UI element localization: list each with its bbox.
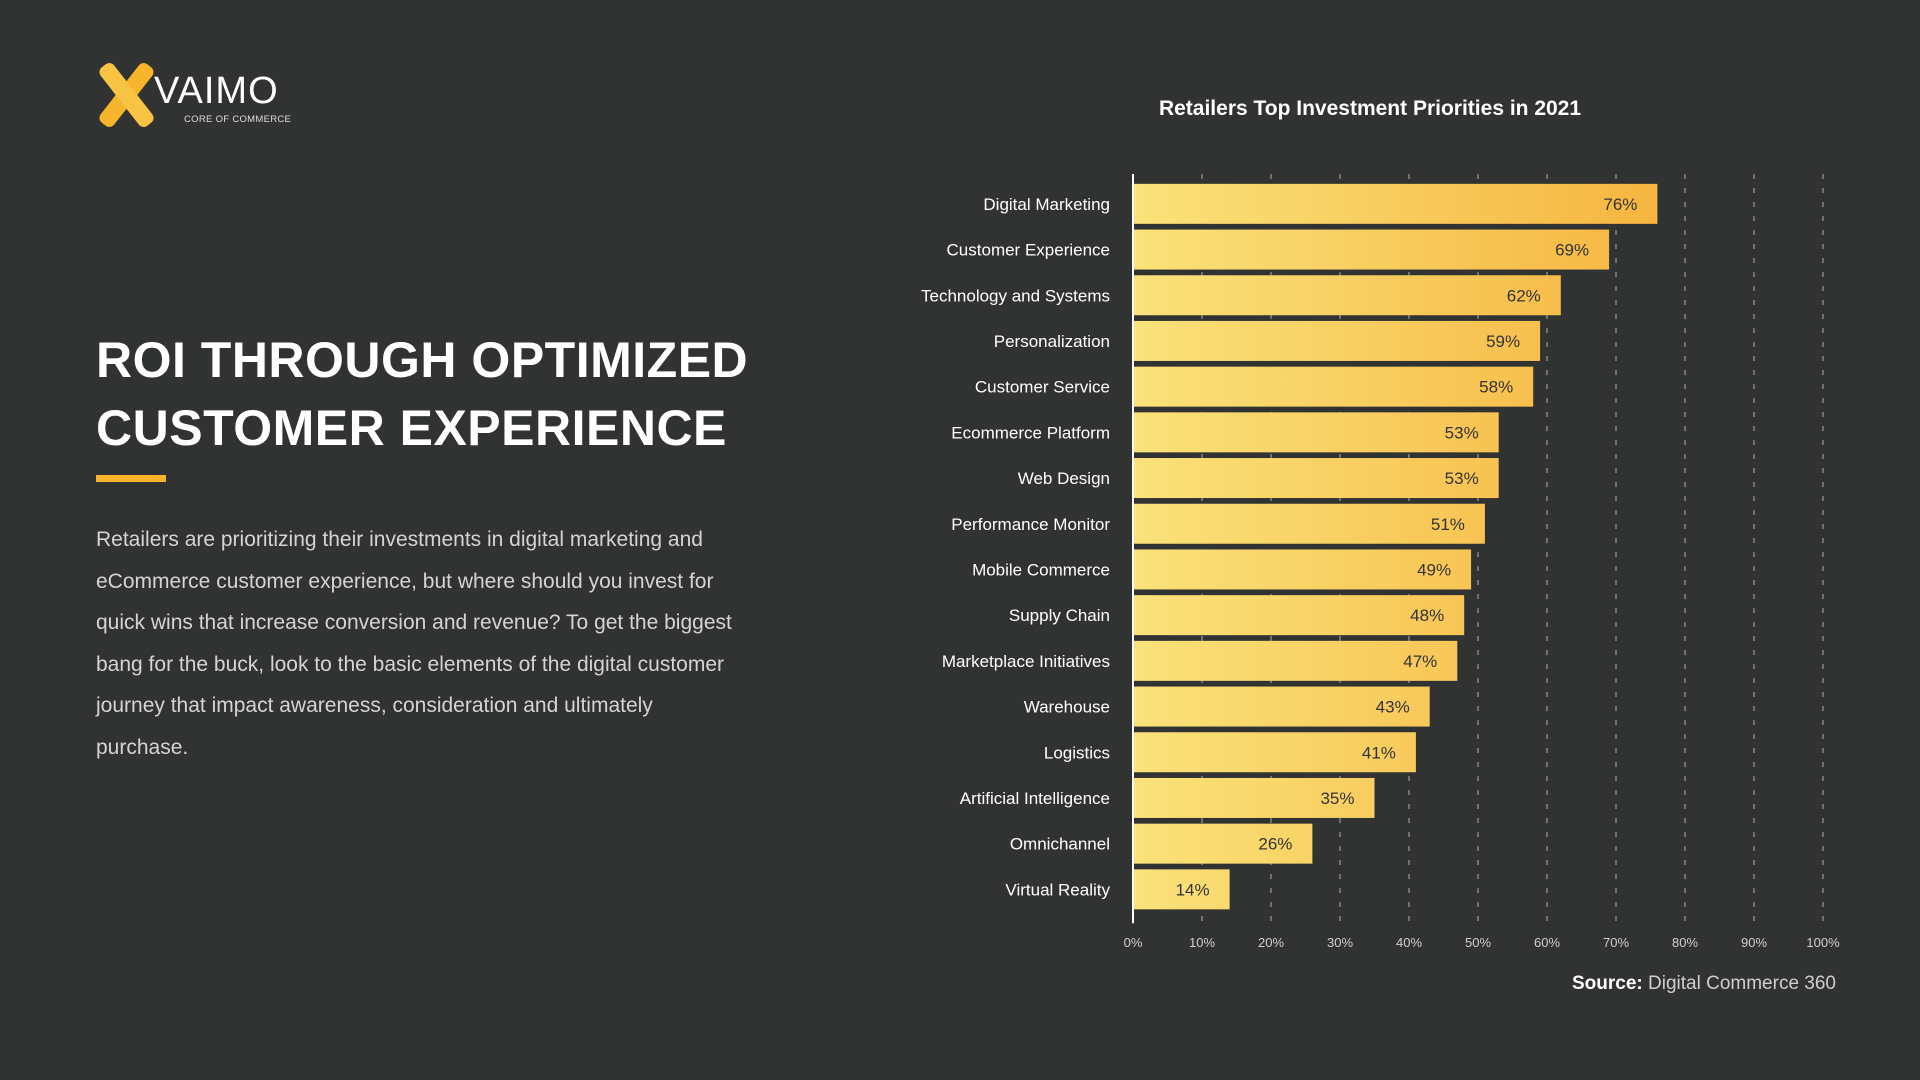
bar [1133,823,1313,864]
value-label: 59% [1486,332,1520,351]
category-label: Performance Monitor [951,515,1110,534]
category-label: Digital Marketing [983,195,1110,214]
bar [1133,320,1541,361]
value-label: 48% [1410,606,1444,625]
bar [1133,595,1465,636]
accent-rule [96,475,166,482]
category-label: Personalization [994,332,1110,351]
x-tick-label: 80% [1672,935,1698,950]
x-tick-label: 90% [1741,935,1767,950]
bar [1133,686,1430,727]
chart-title: Retailers Top Investment Priorities in 2… [1158,97,1582,120]
source-note: Source: Digital Commerce 360 [1572,973,1836,995]
x-tick-label: 40% [1396,935,1422,950]
bar [1133,549,1472,590]
category-label: Ecommerce Platform [951,423,1110,442]
vaimo-logo: VAIMO CORE OF COMMERCE [96,60,296,130]
category-label: Supply Chain [1009,606,1110,625]
bar [1133,732,1416,773]
headline-line-2: CUSTOMER EXPERIENCE [96,400,727,456]
bar [1133,640,1458,681]
category-label: Web Design [1018,469,1110,488]
x-tick-label: 60% [1534,935,1560,950]
vaimo-x-icon [96,60,156,130]
value-label: 35% [1320,789,1354,808]
value-label: 47% [1403,652,1437,671]
value-label: 41% [1362,743,1396,762]
x-tick-label: 10% [1189,935,1215,950]
category-label: Artificial Intelligence [960,789,1110,808]
headline: ROI THROUGH OPTIMIZED CUSTOMER EXPERIENC… [96,326,748,462]
category-label: Customer Experience [947,241,1110,260]
category-label: Mobile Commerce [972,560,1110,579]
bar [1133,275,1561,316]
category-label: Technology and Systems [921,286,1110,305]
value-label: 49% [1417,560,1451,579]
value-label: 43% [1376,698,1410,717]
value-label: 58% [1479,378,1513,397]
value-label: 53% [1445,423,1479,442]
x-tick-label: 100% [1806,935,1840,950]
x-tick-label: 30% [1327,935,1353,950]
bar [1133,229,1610,270]
value-label: 51% [1431,515,1465,534]
bar [1133,366,1534,407]
logo-tagline: CORE OF COMMERCE [184,114,292,125]
value-label: 62% [1507,286,1541,305]
value-label: 76% [1603,195,1637,214]
source-label: Source: [1572,973,1643,994]
bar [1133,183,1658,224]
x-tick-label: 0% [1124,935,1143,950]
value-label: 14% [1176,880,1210,899]
logo-wordmark: VAIMO [154,70,279,112]
bar [1133,777,1375,818]
value-label: 69% [1555,241,1589,260]
x-tick-label: 70% [1603,935,1629,950]
category-label: Omnichannel [1010,835,1110,854]
bar [1133,412,1499,453]
body-paragraph: Retailers are prioritizing their investm… [96,528,732,759]
x-tick-label: 50% [1465,935,1491,950]
category-label: Logistics [1044,743,1110,762]
value-label: 26% [1258,835,1292,854]
category-label: Virtual Reality [1005,880,1110,899]
category-label: Customer Service [975,378,1110,397]
source-value: Digital Commerce 360 [1648,973,1836,994]
headline-line-1: ROI THROUGH OPTIMIZED [96,332,749,388]
value-label: 53% [1445,469,1479,488]
x-tick-label: 20% [1258,935,1284,950]
category-label: Marketplace Initiatives [942,652,1110,671]
bar [1133,869,1230,910]
bar [1133,503,1485,544]
category-label: Warehouse [1024,698,1110,717]
bar [1133,458,1499,499]
